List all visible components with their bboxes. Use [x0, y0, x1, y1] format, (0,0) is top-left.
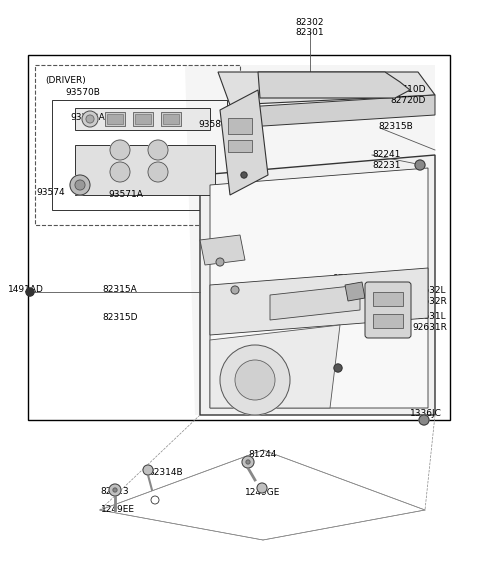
Text: 82315B: 82315B: [378, 122, 413, 131]
Text: 93572A: 93572A: [70, 113, 105, 122]
Text: 92632L: 92632L: [412, 286, 445, 295]
Text: 1249JM: 1249JM: [298, 353, 331, 362]
Circle shape: [231, 286, 239, 294]
Circle shape: [110, 162, 130, 182]
Polygon shape: [75, 145, 215, 195]
FancyBboxPatch shape: [365, 282, 411, 338]
Circle shape: [257, 483, 267, 493]
Text: 93571A: 93571A: [108, 190, 143, 199]
Circle shape: [110, 140, 130, 160]
Text: 82710D: 82710D: [390, 85, 425, 94]
Circle shape: [334, 364, 342, 372]
Polygon shape: [345, 282, 365, 301]
Circle shape: [143, 465, 153, 475]
Circle shape: [235, 360, 275, 400]
Polygon shape: [200, 155, 435, 415]
Circle shape: [419, 415, 429, 425]
Text: 1491AD: 1491AD: [8, 285, 44, 294]
Text: 81244: 81244: [249, 450, 277, 459]
Text: 1336JC: 1336JC: [410, 409, 442, 418]
Polygon shape: [185, 65, 435, 415]
Bar: [135, 114, 151, 124]
Text: 82301: 82301: [296, 28, 324, 37]
Text: 82302: 82302: [296, 18, 324, 27]
Polygon shape: [218, 72, 435, 105]
Polygon shape: [270, 285, 360, 320]
Circle shape: [148, 140, 168, 160]
Bar: [373, 314, 403, 328]
Text: 97135A: 97135A: [332, 274, 367, 283]
Polygon shape: [200, 235, 245, 265]
Bar: [228, 140, 252, 152]
Circle shape: [75, 180, 85, 190]
Bar: [163, 114, 179, 124]
Text: 92632R: 92632R: [412, 297, 447, 306]
Bar: [35, 65, 240, 225]
Bar: [107, 114, 123, 124]
Circle shape: [242, 456, 254, 468]
Text: 1249EE: 1249EE: [101, 505, 135, 514]
Polygon shape: [220, 90, 268, 195]
Circle shape: [220, 345, 290, 415]
Polygon shape: [258, 72, 410, 98]
Circle shape: [246, 460, 250, 464]
Bar: [161, 112, 181, 126]
Text: 93580A: 93580A: [198, 120, 233, 129]
Circle shape: [26, 288, 34, 296]
Polygon shape: [210, 168, 428, 408]
Polygon shape: [230, 95, 435, 128]
Text: 82231: 82231: [372, 161, 400, 170]
Polygon shape: [210, 325, 340, 408]
Text: 92631R: 92631R: [412, 323, 447, 332]
Text: 82720D: 82720D: [390, 96, 425, 105]
Polygon shape: [75, 108, 210, 130]
Circle shape: [415, 160, 425, 170]
Bar: [133, 112, 153, 126]
Text: 93570B: 93570B: [65, 88, 100, 97]
Bar: [52, 100, 227, 210]
Text: (DRIVER): (DRIVER): [45, 76, 86, 85]
Circle shape: [70, 175, 90, 195]
Circle shape: [109, 484, 121, 496]
Text: 1249GE: 1249GE: [245, 488, 281, 497]
Circle shape: [86, 115, 94, 123]
Text: 82314B: 82314B: [148, 468, 182, 477]
Bar: [28, 55, 450, 420]
Text: 82315D: 82315D: [102, 313, 137, 322]
Text: 82313: 82313: [100, 487, 129, 496]
Bar: [373, 292, 403, 306]
Text: 82315A: 82315A: [102, 285, 137, 294]
Bar: [105, 112, 125, 126]
Text: 93574: 93574: [36, 188, 65, 197]
Polygon shape: [210, 268, 428, 335]
Text: 92631L: 92631L: [412, 312, 445, 321]
Text: 82241: 82241: [372, 150, 400, 159]
Circle shape: [113, 488, 117, 492]
Circle shape: [82, 111, 98, 127]
Circle shape: [216, 258, 224, 266]
Circle shape: [241, 172, 247, 178]
Circle shape: [148, 162, 168, 182]
Bar: [228, 118, 252, 134]
